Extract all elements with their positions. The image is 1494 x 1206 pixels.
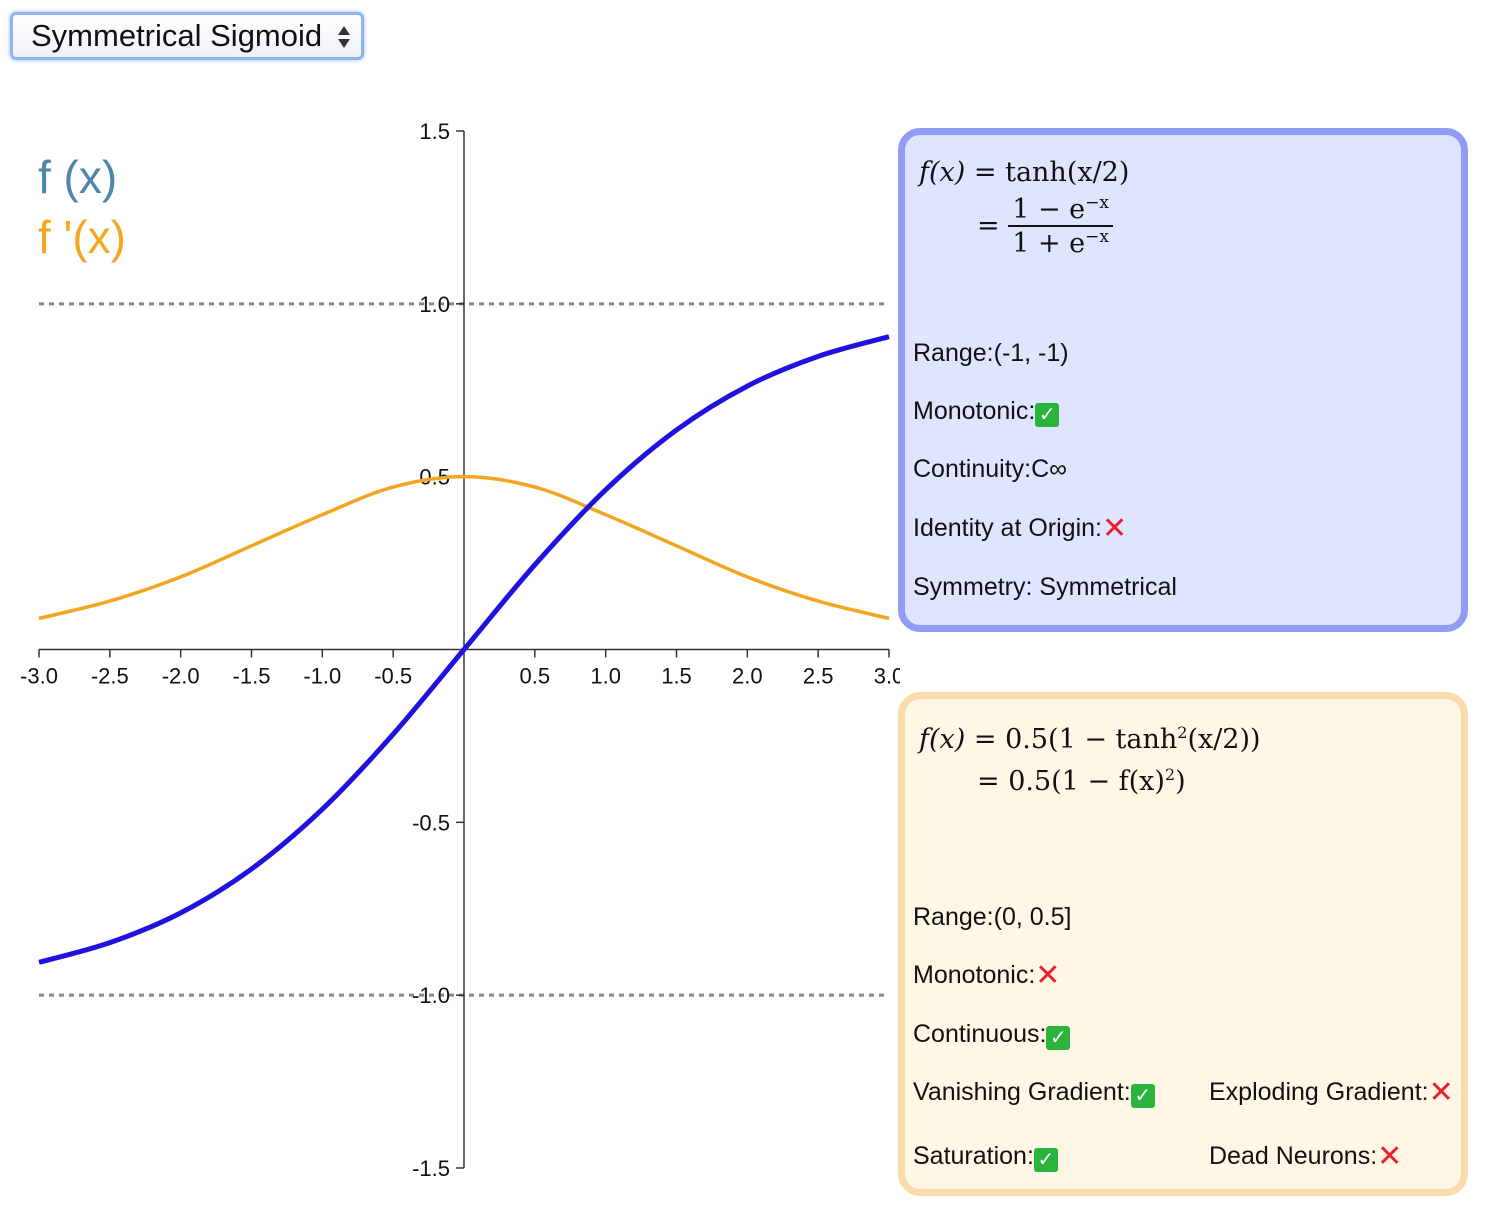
- cross-icon: ✕: [1101, 512, 1128, 545]
- derivative-line: [38, 474, 890, 621]
- derivative-panel: f(x) = 0.5(1 − tanh2(x/2)) = 0.5(1 − f(x…: [898, 692, 1468, 1196]
- check-icon: ✓: [1130, 1084, 1155, 1108]
- derivative-equation-line1: f(x) = 0.5(1 − tanh2(x/2)): [919, 723, 1261, 755]
- x-tick-label: 2.5: [803, 664, 834, 689]
- function-equation-line2: = 1 − e−x 1 + e−x: [977, 193, 1114, 259]
- x-tick-label: -1.0: [303, 664, 341, 689]
- legend-df: f '(x): [38, 211, 126, 263]
- y-tick-label: 1.0: [419, 292, 450, 317]
- x-tick-label: -2.0: [162, 664, 200, 689]
- function-range: Range:(-1, -1): [913, 339, 1069, 367]
- function-identity: Identity at Origin:✕: [913, 512, 1128, 545]
- derivative-monotonic: Monotonic:✕: [913, 959, 1061, 992]
- derivative-equation-line2: = 0.5(1 − f(x)2): [977, 765, 1186, 797]
- x-tick-label: 1.5: [661, 664, 692, 689]
- x-tick-label: 3.0: [874, 664, 900, 689]
- check-icon: ✓: [1035, 403, 1060, 427]
- legend-f: f (x): [38, 151, 118, 203]
- x-tick-label: 2.0: [732, 664, 763, 689]
- function-line: [38, 334, 890, 965]
- x-tick-label: -0.5: [374, 664, 412, 689]
- y-tick-label: -1.5: [412, 1156, 450, 1181]
- derivative-saturation: Saturation: ✓: [913, 1142, 1058, 1172]
- x-tick-label: -1.5: [233, 664, 271, 689]
- check-icon: ✓: [1033, 1148, 1058, 1172]
- y-tick-label: -0.5: [412, 810, 450, 835]
- y-tick-label: 1.5: [419, 119, 450, 144]
- x-tick-label: -3.0: [20, 664, 58, 689]
- x-tick-label: 0.5: [520, 664, 551, 689]
- derivative-range: Range:(0, 0.5]: [913, 903, 1072, 931]
- function-panel: f(x) = tanh(x/2) = 1 − e−x 1 + e−x Range…: [898, 128, 1468, 632]
- function-monotonic: Monotonic: ✓: [913, 397, 1060, 427]
- check-icon: ✓: [1046, 1026, 1071, 1050]
- x-tick-label: -2.5: [91, 664, 129, 689]
- activation-chart: -3.0 -2.5 -2.0 -1.5 -1.0 -0.5 0.5 1.0 1.5 2.0 2.5 3…: [20, 119, 900, 1181]
- derivative-dead-neurons: Dead Neurons:✕: [1209, 1140, 1403, 1173]
- y-tick-label: -1.0: [412, 983, 450, 1008]
- cross-icon: ✕: [1377, 1140, 1403, 1173]
- function-continuity: Continuity:C∞: [913, 455, 1067, 483]
- derivative-exploding: Exploding Gradient:✕: [1209, 1076, 1454, 1109]
- function-symmetry: Symmetry: Symmetrical: [913, 573, 1177, 601]
- derivative-vanishing: Vanishing Gradient: ✓: [913, 1078, 1155, 1108]
- derivative-continuous: Continuous: ✓: [913, 1020, 1071, 1050]
- x-tick-label: 1.0: [590, 664, 621, 689]
- cross-icon: ✕: [1428, 1076, 1454, 1109]
- cross-icon: ✕: [1035, 959, 1061, 992]
- select-arrows-icon: [338, 26, 350, 48]
- activation-select-value: Symmetrical Sigmoid: [31, 18, 323, 53]
- activation-select[interactable]: Symmetrical Sigmoid: [10, 12, 364, 60]
- function-equation-line1: f(x) = tanh(x/2): [919, 157, 1130, 188]
